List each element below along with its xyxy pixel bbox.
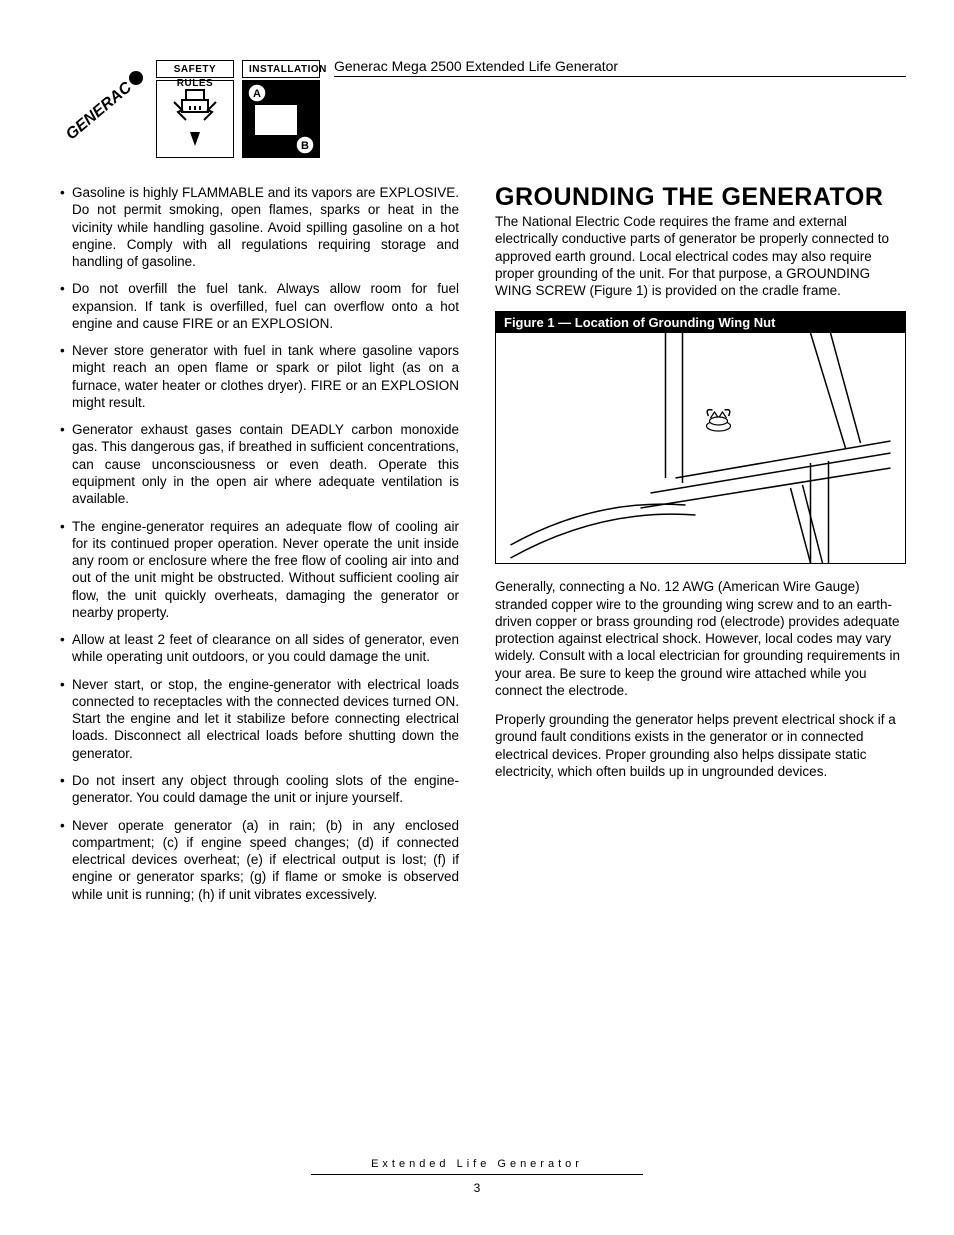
paragraph-2: Generally, connecting a No. 12 AWG (Amer… xyxy=(495,578,906,699)
figure-caption: Figure 1 — Location of Grounding Wing Nu… xyxy=(496,312,905,333)
bullet-item: The engine-generator requires an adequat… xyxy=(60,518,459,622)
paragraph-3: Properly grounding the generator helps p… xyxy=(495,711,906,780)
safety-bullet-list: Gasoline is highly FLAMMABLE and its vap… xyxy=(48,184,459,903)
bullet-item: Do not insert any object through cooling… xyxy=(60,772,459,807)
bullet-item: Gasoline is highly FLAMMABLE and its vap… xyxy=(60,184,459,270)
figure-1: Figure 1 — Location of Grounding Wing Nu… xyxy=(495,311,906,564)
intro-paragraph: The National Electric Code requires the … xyxy=(495,213,906,299)
page-header: GENERAC SAFETY RULES INSTALLATION xyxy=(48,60,906,160)
brand-logo: GENERAC xyxy=(48,60,148,160)
tab-install-label: INSTALLATION xyxy=(242,60,320,78)
bullet-item: Do not overfill the fuel tank. Always al… xyxy=(60,280,459,332)
section-heading: GROUNDING THE GENERATOR xyxy=(495,184,906,211)
safety-rules-icon xyxy=(156,80,234,158)
logo-text: GENERAC xyxy=(63,79,136,144)
right-column: GROUNDING THE GENERATOR The National Ele… xyxy=(495,184,906,913)
installation-icon: A B xyxy=(242,80,320,158)
tab-safety-group: SAFETY RULES xyxy=(156,60,234,158)
bullet-item: Never operate generator (a) in rain; (b)… xyxy=(60,817,459,903)
bullet-item: Never start, or stop, the engine-generat… xyxy=(60,676,459,762)
page-footer: Extended Life Generator 3 xyxy=(0,1154,954,1195)
svg-text:A: A xyxy=(253,88,261,100)
bullet-item: Allow at least 2 feet of clearance on al… xyxy=(60,631,459,666)
left-column: Gasoline is highly FLAMMABLE and its vap… xyxy=(48,184,459,913)
page-number: 3 xyxy=(0,1181,954,1195)
tab-safety-label: SAFETY RULES xyxy=(156,60,234,78)
tab-install-group: INSTALLATION A B xyxy=(242,60,320,158)
product-title: Generac Mega 2500 Extended Life Generato… xyxy=(334,58,906,74)
bullet-item: Generator exhaust gases contain DEADLY c… xyxy=(60,421,459,507)
footer-title: Extended Life Generator xyxy=(311,1158,643,1175)
content-columns: Gasoline is highly FLAMMABLE and its vap… xyxy=(48,184,906,913)
svg-text:B: B xyxy=(301,140,309,152)
figure-diagram xyxy=(496,333,905,563)
header-title-rule: Generac Mega 2500 Extended Life Generato… xyxy=(334,58,906,77)
bullet-item: Never store generator with fuel in tank … xyxy=(60,342,459,411)
